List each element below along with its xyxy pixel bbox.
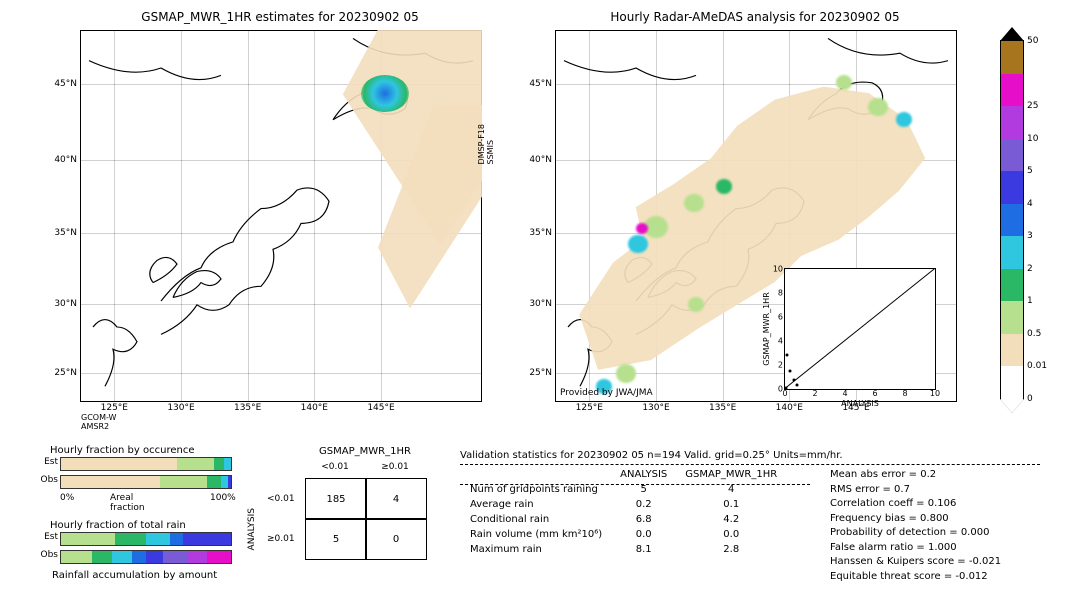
lat-tick: 35°N [529, 228, 552, 238]
colorbar-label: 2 [1027, 264, 1033, 274]
colorbar-label: 0 [1027, 394, 1033, 404]
page-root: { "titles": { "left": "GSMAP_MWR_1HR est… [0, 0, 1080, 612]
lon-tick: 130°E [167, 403, 194, 413]
bar-row-label: Est [44, 457, 58, 467]
lat-tick: 25°N [529, 368, 552, 378]
confusion-title: GSMAP_MWR_1HR [305, 446, 425, 457]
bar-row-label: Obs [41, 550, 59, 560]
lat-tick: 30°N [529, 299, 552, 309]
colorbar-label: 0.5 [1027, 329, 1041, 339]
satellite-note-a: GCOM-W AMSR2 [81, 413, 116, 431]
stats-metric: RMS error = 0.7 [830, 483, 1001, 498]
left-map-title: GSMAP_MWR_1HR estimates for 20230902 05 [80, 10, 480, 24]
stats-header: Validation statistics for 20230902 05 n=… [460, 450, 843, 461]
lat-tick: 30°N [54, 299, 77, 309]
bar-row-label: Est [44, 532, 58, 542]
colorbar-label: 25 [1027, 101, 1038, 111]
bar-row: Est [60, 532, 232, 546]
confusion-cell: 185 [305, 478, 367, 520]
confusion-cell: 4 [365, 478, 427, 520]
confusion-cell: 0 [365, 518, 427, 560]
colorbar-label: 10 [1027, 134, 1038, 144]
stats-metric: Correlation coeff = 0.106 [830, 497, 1001, 512]
right-map-frame: 125°E130°E135°E140°E145°E25°N30°N35°N40°… [555, 30, 957, 402]
hourly-fraction-title: Hourly fraction by occurence [50, 445, 194, 456]
bar-axis-label: 100% [210, 493, 236, 503]
lat-tick: 45°N [529, 79, 552, 89]
satellite-note-b: DMSP-F18 SSMIS [477, 124, 495, 164]
stats-divider [460, 464, 1040, 465]
lon-tick: 135°E [234, 403, 261, 413]
colorbar-label: 5 [1027, 166, 1033, 176]
left-map-frame: 125°E130°E135°E140°E145°E25°N30°N35°N40°… [80, 30, 482, 402]
lat-tick: 40°N [54, 155, 77, 165]
scatter-ylabel: GSMAP_MWR_1HR [762, 292, 771, 366]
provider-note: Provided by JWA/JMA [560, 388, 653, 398]
colorbar-label: 0.01 [1027, 361, 1047, 371]
confusion-row-header: <0.01 [267, 494, 295, 504]
total-rain-caption: Rainfall accumulation by amount [52, 570, 217, 581]
total-rain-title: Hourly fraction of total rain [50, 520, 186, 531]
lat-tick: 35°N [54, 228, 77, 238]
confusion-cell: 5 [305, 518, 367, 560]
stats-list-right: Mean abs error = 0.2RMS error = 0.7Corre… [830, 468, 1001, 584]
scatter-xlabel: ANALYSIS [841, 399, 879, 408]
bar-axis-label: 0% [60, 493, 74, 503]
confusion-ylabel: ANALYSIS [247, 508, 257, 550]
colorbar-label: 1 [1027, 296, 1033, 306]
lon-tick: 140°E [301, 403, 328, 413]
lat-tick: 45°N [54, 79, 77, 89]
confusion-row-header: ≥0.01 [267, 534, 295, 544]
bar-row-label: Obs [41, 475, 59, 485]
stats-divider-short [460, 484, 810, 485]
lon-tick: 145°E [367, 403, 394, 413]
confusion-col-header: ≥0.01 [365, 462, 425, 472]
stats-metric: False alarm ratio = 1.000 [830, 541, 1001, 556]
stats-table-left: ANALYSISGSMAP_MWR_1HRNum of gridpoints r… [460, 466, 787, 558]
colorbar: 502510543210.50.010 [1000, 40, 1024, 400]
lon-tick: 135°E [709, 403, 736, 413]
stats-metric: Equitable threat score = -0.012 [830, 570, 1001, 585]
bar-row: Est [60, 457, 232, 471]
bar-axis-label: Areal fraction [110, 493, 145, 513]
stats-metric: Probability of detection = 0.000 [830, 526, 1001, 541]
lon-tick: 125°E [576, 403, 603, 413]
lon-tick: 140°E [776, 403, 803, 413]
lon-tick: 130°E [642, 403, 669, 413]
lat-tick: 40°N [529, 155, 552, 165]
bar-row: Obs [60, 475, 232, 489]
lon-tick: 125°E [101, 403, 128, 413]
confusion-col-header: <0.01 [305, 462, 365, 472]
stats-metric: Frequency bias = 0.800 [830, 512, 1001, 527]
bar-row: Obs [60, 550, 232, 564]
colorbar-label: 4 [1027, 199, 1033, 209]
colorbar-label: 3 [1027, 231, 1033, 241]
right-map-title: Hourly Radar-AMeDAS analysis for 2023090… [555, 10, 955, 24]
colorbar-label: 50 [1027, 36, 1038, 46]
scatter-inset: 00224466881010ANALYSISGSMAP_MWR_1HR [784, 268, 936, 390]
lat-tick: 25°N [54, 368, 77, 378]
stats-metric: Mean abs error = 0.2 [830, 468, 1001, 483]
stats-metric: Hanssen & Kuipers score = -0.021 [830, 555, 1001, 570]
